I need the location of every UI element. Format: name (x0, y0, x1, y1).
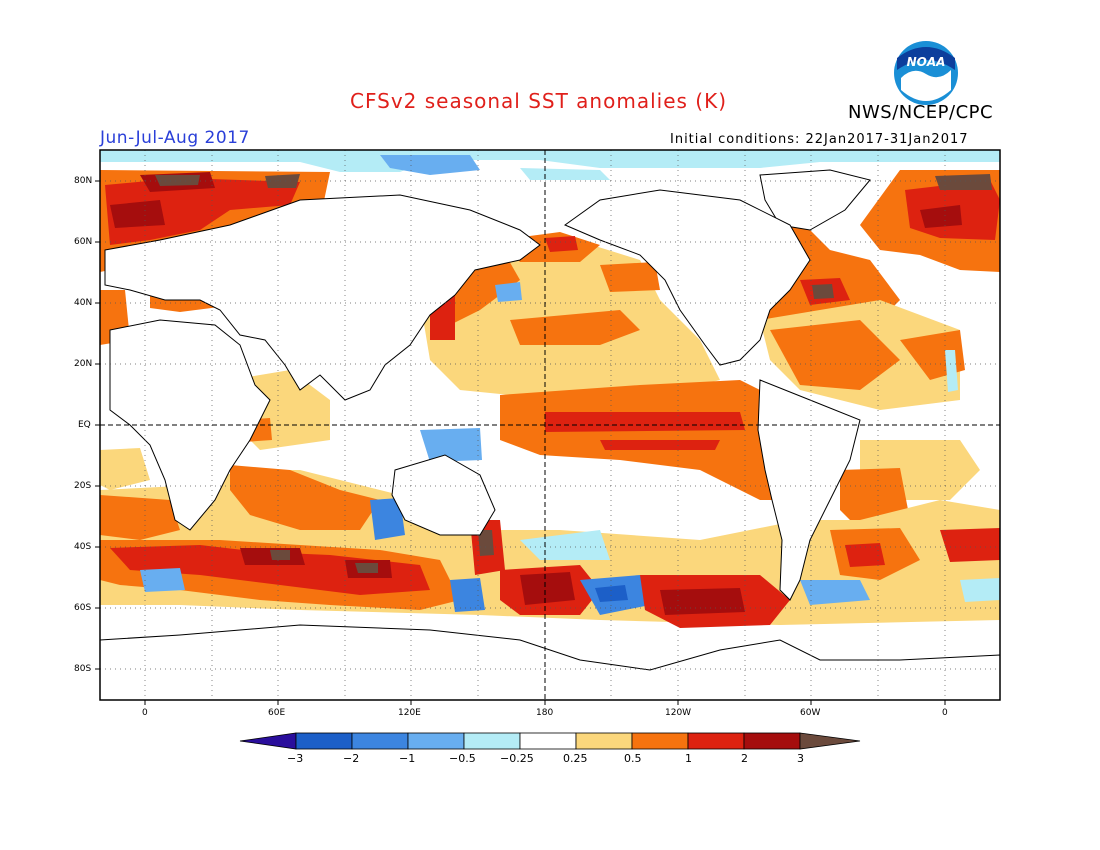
lat-label: 40N (74, 298, 93, 308)
colorbar-swatch-4 (407, 732, 465, 750)
lat-label: 60S (74, 603, 92, 613)
lat-label: 40S (74, 542, 92, 552)
map-title: CFSv2 seasonal SST anomalies (K) (350, 89, 727, 113)
noaa-logo: NOAA (894, 41, 958, 105)
colorbar-label: −0.25 (500, 752, 534, 765)
lat-label: 20S (74, 481, 92, 491)
equator-dateline (100, 150, 1000, 700)
forecast-period: Jun-Jul-Aug 2017 (100, 128, 250, 148)
colorbar-label: 0.25 (563, 752, 588, 765)
colorbar-label: 0.5 (624, 752, 642, 765)
axis-ticks (95, 180, 946, 705)
initial-conditions: Initial conditions: 22Jan2017-31Jan2017 (670, 132, 969, 147)
colorbar-swatch-5 (463, 732, 521, 750)
lat-label: 80N (74, 176, 93, 186)
colorbar-label: −0.5 (449, 752, 476, 765)
colorbar-swatch-7 (575, 732, 633, 750)
agency-label: NWS/NCEP/CPC (848, 102, 994, 123)
lon-label: 120E (398, 708, 421, 718)
lon-label: 60W (800, 708, 821, 718)
colorbar-label: −3 (287, 752, 304, 765)
colorbar-swatch-3 (351, 732, 409, 750)
lat-label: 60N (74, 237, 93, 247)
colorbar-swatch-10 (743, 732, 801, 750)
colorbar-swatch-2 (295, 732, 353, 750)
colorbar-swatch-1 (239, 732, 297, 750)
lon-label: 60E (268, 708, 286, 718)
lat-label: 80S (74, 664, 92, 674)
lon-label: 180 (536, 708, 554, 718)
colorbar-label: −1 (399, 752, 416, 765)
lat-label: EQ (78, 420, 91, 430)
land-outlines (100, 169, 1000, 700)
colorbar-label: 2 (741, 752, 748, 765)
colorbar-swatch-6 (519, 732, 577, 750)
colorbar-label: 1 (685, 752, 692, 765)
lon-label: 0 (942, 708, 948, 718)
lat-label: 20N (74, 359, 93, 369)
colorbar-label: −2 (343, 752, 360, 765)
lon-label: 120W (665, 708, 692, 718)
colorbar-swatch-11 (799, 732, 861, 750)
colorbar-label: 3 (797, 752, 804, 765)
colorbar-swatch-9 (687, 732, 745, 750)
colorbar-swatch-8 (631, 732, 689, 750)
lon-label: 0 (142, 708, 148, 718)
logo-text: NOAA (907, 55, 946, 69)
colorbar (239, 732, 861, 750)
